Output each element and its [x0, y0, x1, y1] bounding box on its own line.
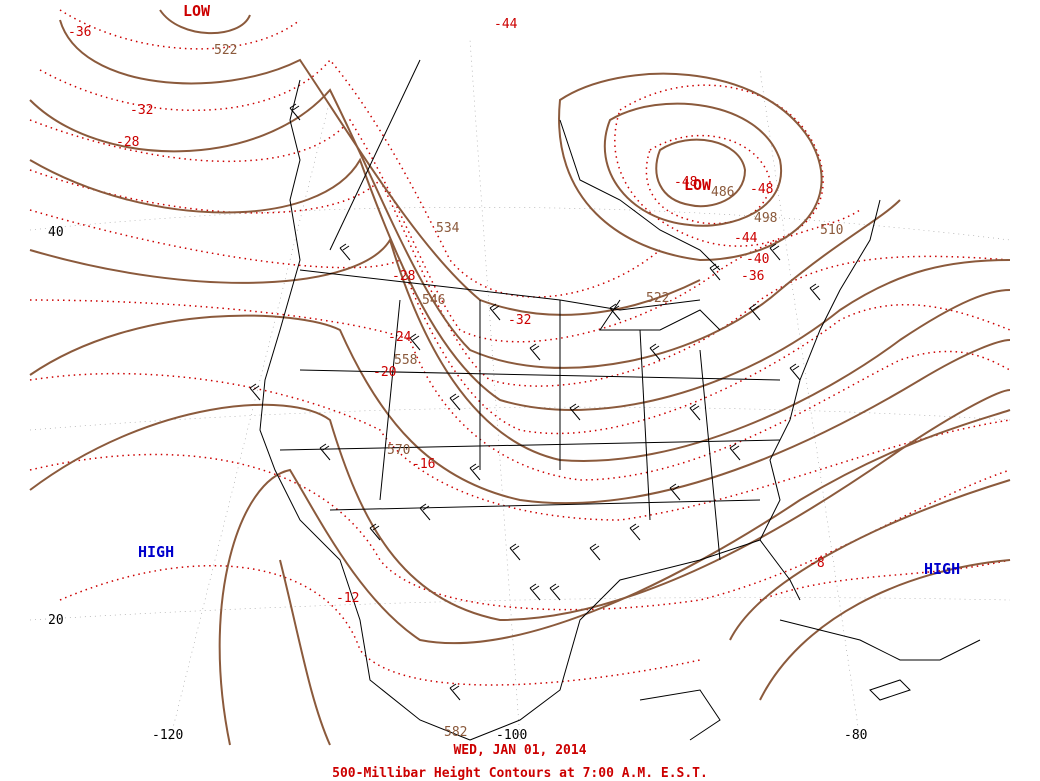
temp-label: -16 [412, 457, 436, 472]
temp-label: -36 [68, 25, 92, 40]
height-label: 498 [754, 211, 778, 226]
temp-label: -8 [809, 556, 825, 571]
low-center-hudson: LOW [684, 176, 712, 194]
height-label: 582 [444, 725, 468, 740]
height-label: 522 [646, 291, 670, 306]
wind-barb [509, 543, 521, 561]
wind-barb [649, 343, 661, 361]
temp-label: -44 [494, 17, 518, 32]
wind-barb [409, 333, 421, 351]
temp-label: -24 [388, 330, 412, 345]
wind-barb [809, 283, 821, 301]
map-date: WED, JAN 01, 2014 [453, 743, 587, 758]
temp-label: -44 [734, 231, 758, 246]
height-label: 546 [422, 293, 446, 308]
wind-barb [449, 683, 461, 701]
temp-label: -40 [746, 252, 770, 267]
lon-label-120: -120 [152, 728, 184, 743]
wind-barb [569, 403, 581, 421]
height-label: 534 [436, 221, 460, 236]
wind-barb [669, 483, 681, 501]
temp-label: -20 [373, 365, 397, 380]
wind-barb [749, 303, 761, 321]
temp-label: -48 [674, 175, 698, 190]
graticule [29, 39, 1011, 741]
temp-label: -36 [741, 269, 765, 284]
wind-barb [629, 523, 641, 541]
temp-label: -48 [750, 182, 774, 197]
wind-barb [319, 443, 331, 461]
temp-label: -32 [508, 313, 532, 328]
wind-barbs [249, 103, 821, 701]
lat-label-20: 20 [48, 613, 64, 628]
temperature-contours [29, 9, 1011, 686]
boundaries [259, 59, 981, 741]
map-title: 500-Millibar Height Contours at 7:00 A.M… [332, 766, 708, 781]
wind-barb [489, 303, 501, 321]
lat-label-40: 40 [48, 225, 64, 240]
wind-barb [469, 463, 481, 481]
wind-barb [369, 523, 381, 541]
lon-label-80: -80 [844, 728, 868, 743]
low-center-alaska: LOW [183, 2, 211, 20]
height-contours [29, 9, 1011, 746]
lon-label-100: -100 [496, 728, 528, 743]
high-center-atlantic: HIGH [924, 560, 961, 578]
wind-barb [419, 503, 431, 521]
wind-barb [339, 243, 351, 261]
wind-barb [689, 403, 701, 421]
height-label: 510 [820, 223, 844, 238]
temp-label: -32 [130, 103, 154, 118]
wind-barb [769, 243, 781, 261]
wind-barb [709, 263, 721, 281]
temp-label: -28 [116, 135, 140, 150]
wind-barb [249, 383, 261, 401]
height-label: 486 [711, 185, 735, 200]
wind-barb [449, 393, 461, 411]
wind-barb [529, 343, 541, 361]
height-label: 522 [214, 43, 238, 58]
wind-barb [589, 543, 601, 561]
temp-label: -12 [336, 591, 360, 606]
high-center-pacific: HIGH [138, 543, 175, 561]
wind-barb [289, 103, 301, 121]
wind-barb [789, 363, 801, 381]
wind-barb [549, 583, 561, 601]
height-label: 570 [387, 443, 411, 458]
wind-barb [609, 303, 621, 321]
temp-label: -28 [392, 269, 416, 284]
wind-barb [729, 443, 741, 461]
wind-barb [529, 583, 541, 601]
height-label: 558 [394, 353, 418, 368]
